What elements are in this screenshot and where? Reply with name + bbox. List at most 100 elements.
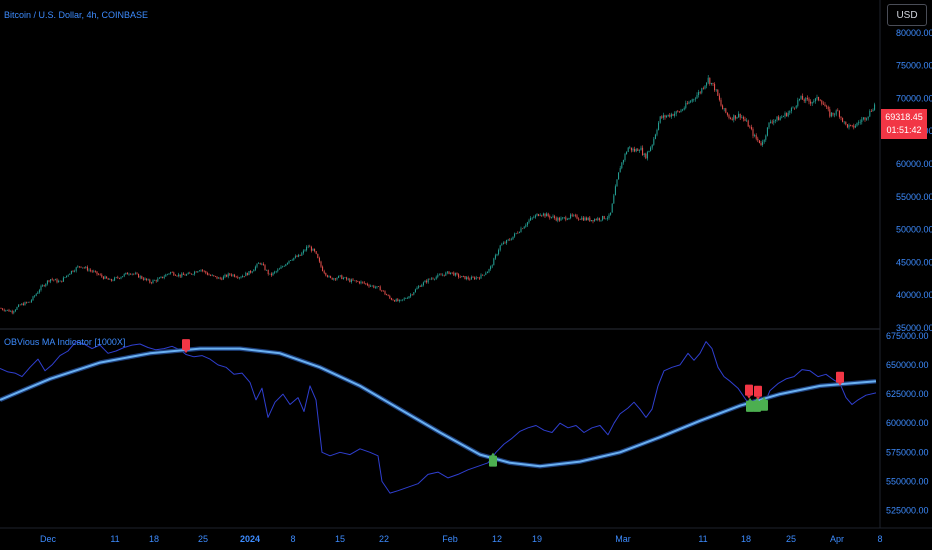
buy-signal-marker[interactable] <box>760 396 768 411</box>
sell-signal-marker[interactable] <box>182 339 190 354</box>
candle-body <box>773 120 775 123</box>
candle-body <box>56 279 58 283</box>
candle-body <box>517 233 519 234</box>
candle-body <box>563 217 565 218</box>
candle-body <box>718 95 720 100</box>
candle-body <box>131 273 133 275</box>
candle-body <box>728 114 730 118</box>
candle-body <box>422 282 424 285</box>
candle-body <box>686 103 688 104</box>
candle-body <box>496 254 498 256</box>
candle-body <box>421 285 423 287</box>
candle-body <box>798 98 800 101</box>
buy-signal-marker[interactable] <box>753 397 761 412</box>
candle-body <box>778 116 780 121</box>
candle-body <box>101 274 103 277</box>
candle-body <box>789 111 791 113</box>
buy-signal-marker[interactable] <box>746 397 754 412</box>
indicator-title[interactable]: OBVious MA Indicator [1000X] <box>4 337 126 347</box>
candle-body <box>365 283 367 284</box>
candle-body <box>328 276 330 277</box>
price-tick-label: 35000.00 <box>896 323 932 333</box>
sell-signal-marker[interactable] <box>754 385 762 400</box>
candle-body <box>453 272 455 276</box>
candle-body <box>285 264 287 267</box>
candle-body <box>602 216 604 220</box>
candle-body <box>6 309 8 311</box>
candle-body <box>2 308 4 310</box>
candle-body <box>117 277 119 278</box>
sell-signal-marker[interactable] <box>745 384 753 399</box>
candle-body <box>562 217 564 219</box>
candle-body <box>826 106 828 107</box>
time-tick-label: 2024 <box>240 534 260 544</box>
candle-body <box>725 108 727 113</box>
candle-body <box>194 271 196 275</box>
candle-body <box>240 277 242 278</box>
candle-body <box>304 250 306 251</box>
candle-body <box>190 273 192 275</box>
candle-body <box>45 283 47 287</box>
candle-body <box>837 110 839 112</box>
time-axis: Dec 11 18 25 2024 8 15 22 Feb 12 19 Mar 11 18 25 Apr 8 <box>40 534 883 544</box>
candle-body <box>357 281 359 282</box>
candle-body <box>197 271 199 273</box>
candle-body <box>498 250 500 255</box>
candle-body <box>584 217 586 221</box>
candle-body <box>67 274 69 276</box>
candle-body <box>458 274 460 278</box>
candle-body <box>259 263 261 264</box>
candle-body <box>54 279 56 281</box>
candle-body <box>274 271 276 273</box>
candle-body <box>813 101 815 103</box>
candle-body <box>406 298 408 299</box>
candle-body <box>186 274 188 276</box>
candle-body <box>515 233 517 234</box>
sell-signal-marker[interactable] <box>836 371 844 386</box>
candle-body <box>235 276 237 278</box>
candle-body <box>88 269 90 271</box>
candle-body <box>739 113 741 118</box>
candle-body <box>866 118 868 120</box>
candle-body <box>373 285 375 288</box>
candle-body <box>86 266 88 271</box>
candle-body <box>806 97 808 99</box>
candle-body <box>429 278 431 280</box>
candle-body <box>525 225 527 227</box>
candle-body <box>310 246 312 251</box>
candle-body <box>80 266 82 268</box>
candle-body <box>872 109 874 112</box>
candle-body <box>611 203 613 213</box>
candle-body <box>128 274 130 275</box>
candle-body <box>106 276 108 279</box>
candle-body <box>592 220 594 222</box>
candle-body <box>810 101 812 104</box>
candle-body <box>110 279 112 281</box>
candle-body <box>157 278 159 282</box>
candle-body <box>549 216 551 218</box>
candle-body <box>606 217 608 219</box>
candle-body <box>213 275 215 276</box>
buy-signal-marker[interactable] <box>489 452 497 467</box>
candle-body <box>139 276 141 278</box>
candle-body <box>794 107 796 109</box>
candle-body <box>608 214 610 218</box>
candle-body <box>642 147 644 155</box>
currency-button[interactable]: USD <box>887 4 927 26</box>
candle-body <box>861 119 863 122</box>
candle-body <box>736 117 738 119</box>
candle-body <box>870 111 872 112</box>
candle-body <box>354 280 356 282</box>
candle-body <box>203 270 205 272</box>
candle-body <box>174 275 176 276</box>
candle-body <box>125 272 127 275</box>
candle-body <box>755 135 757 139</box>
candle-body <box>834 114 836 116</box>
candle-body <box>136 273 138 274</box>
candle-body <box>467 277 469 279</box>
candle-body <box>702 88 704 89</box>
candle-body <box>35 293 37 296</box>
candle-body <box>818 97 820 101</box>
candle-body <box>341 275 343 279</box>
